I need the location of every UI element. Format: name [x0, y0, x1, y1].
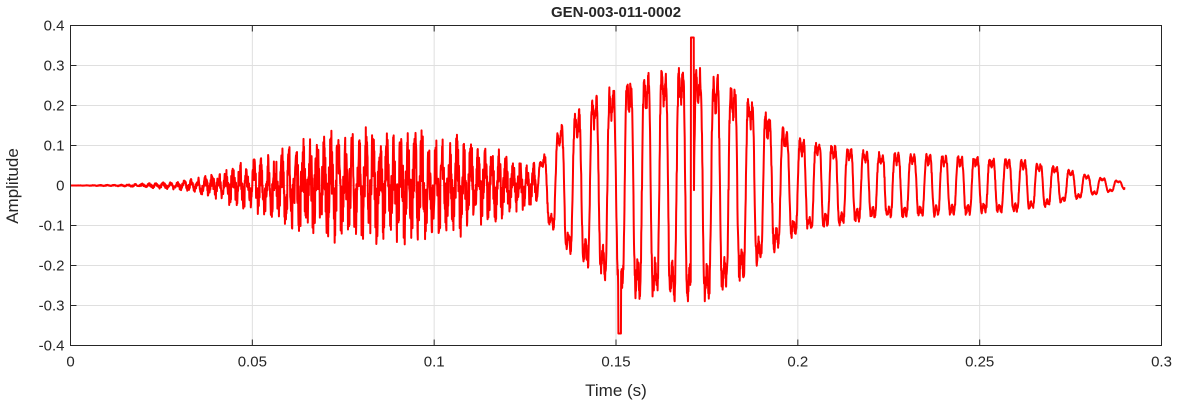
x-tick-label: 0.05 [238, 354, 267, 371]
x-tick-label: 0.15 [601, 354, 630, 371]
x-tick-label: 0.25 [965, 354, 994, 371]
y-tick-label: -0.2 [39, 258, 65, 275]
y-tick-label: -0.3 [39, 298, 65, 315]
y-tick-label: 0.4 [44, 18, 65, 35]
y-tick-label: 0 [56, 178, 64, 195]
waveform-series-line [69, 36, 1126, 335]
y-tick-label: 0.2 [44, 98, 65, 115]
y-tick-label: 0.1 [44, 138, 65, 155]
plot-frame [70, 25, 1162, 346]
x-tick-label: 0.3 [1151, 354, 1172, 371]
x-tick-label: 0.2 [787, 354, 808, 371]
x-tick-label: 0.1 [424, 354, 445, 371]
x-axis-label: Time (s) [585, 381, 647, 400]
plot-area [69, 36, 1126, 335]
y-tick-label: 0.3 [44, 58, 65, 75]
y-tick-label: -0.1 [39, 218, 65, 235]
y-axis-label: Amplitude [3, 148, 22, 224]
y-axis-ticks: 0.4 0.3 0.2 0.1 0 -0.1 -0.2 -0.3 -0.4 [39, 18, 1162, 355]
chart-title: GEN-003-011-0002 [551, 4, 681, 21]
y-tick-label: -0.4 [39, 338, 65, 355]
x-tick-label: 0 [66, 354, 74, 371]
x-axis-ticks: 0 0.05 0.1 0.15 0.2 0.25 0.3 [66, 25, 1172, 371]
